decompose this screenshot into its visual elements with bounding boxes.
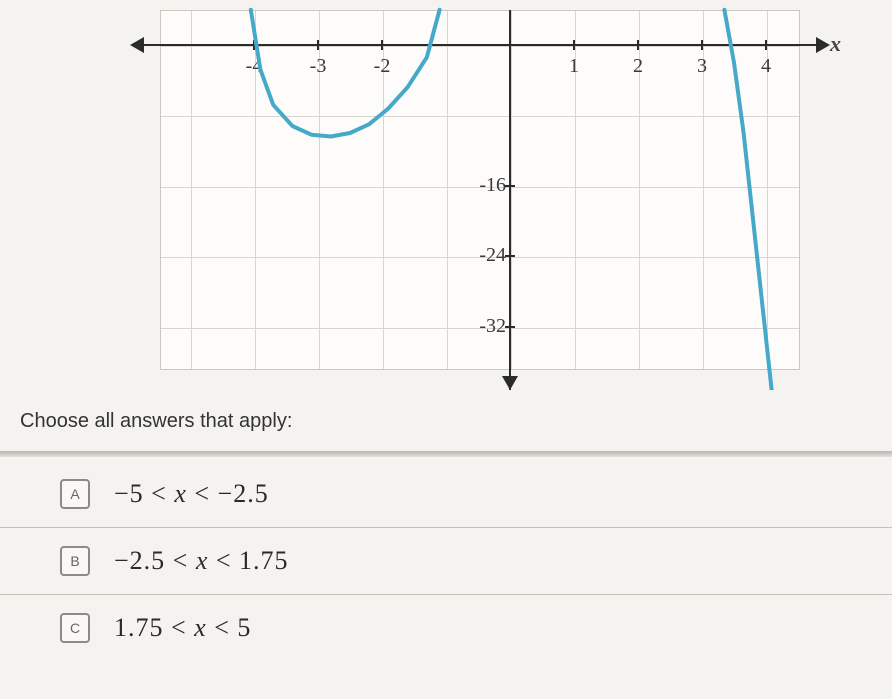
option-row-c[interactable]: C 1.75 < x < 5 xyxy=(20,595,872,661)
option-checkbox-b[interactable]: B xyxy=(60,546,90,576)
x-axis xyxy=(140,44,820,46)
x-tick-label: 2 xyxy=(623,55,653,78)
option-row-b[interactable]: B −2.5 < x < 1.75 xyxy=(20,528,872,594)
option-text: 1.75 < x < 5 xyxy=(114,613,251,643)
y-axis xyxy=(509,10,511,390)
x-tick-label: -2 xyxy=(367,55,397,78)
x-tick-label: 3 xyxy=(687,55,717,78)
x-tick-label: 1 xyxy=(559,55,589,78)
option-checkbox-a[interactable]: A xyxy=(60,479,90,509)
y-tick-label: -24 xyxy=(462,244,506,267)
x-axis-label: x xyxy=(830,31,841,57)
prompt-text: Choose all answers that apply: xyxy=(20,410,872,433)
x-tick-label: 4 xyxy=(751,55,781,78)
x-tick-label: -3 xyxy=(303,55,333,78)
graph-area: -4-3-21234-16-24-32 x xyxy=(130,0,820,390)
option-text: −5 < x < −2.5 xyxy=(114,479,269,509)
x-axis-arrow-left xyxy=(130,37,144,53)
y-tick-label: -16 xyxy=(462,174,506,197)
divider-thick xyxy=(0,451,892,457)
y-tick-label: -32 xyxy=(462,315,506,338)
option-text: −2.5 < x < 1.75 xyxy=(114,546,289,576)
option-row-a[interactable]: A −5 < x < −2.5 xyxy=(20,461,872,527)
x-tick-label: -4 xyxy=(239,55,269,78)
x-axis-arrow-right xyxy=(816,37,830,53)
question-area: Choose all answers that apply: A −5 < x <… xyxy=(0,400,892,661)
y-axis-arrow-down xyxy=(502,376,518,390)
option-checkbox-c[interactable]: C xyxy=(60,613,90,643)
